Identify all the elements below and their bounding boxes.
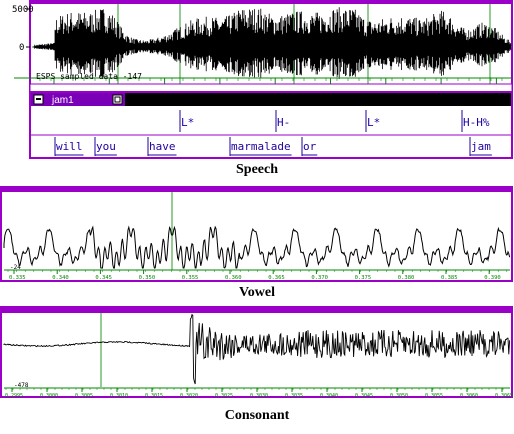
speech-waveform [33,7,512,79]
vowel-amp-label: -24 [10,264,21,271]
vowel-tick-label: 0.370 [311,275,328,281]
word-label[interactable]: marmalade [231,140,291,153]
tone-label[interactable]: H-H% [463,116,490,129]
vowel-tick-label: 0.340 [52,275,69,281]
consonant-tick-label: 0.3000 [40,393,58,399]
tone-label[interactable]: H- [277,116,290,129]
vowel-tick-label: 0.385 [441,275,458,281]
consonant-tick-label: 0.3010 [110,393,128,399]
speech-y-zero-label: 0 [19,43,24,53]
consonant-waveform [3,313,511,385]
consonant-tick-label: 0.3005 [75,393,93,399]
annotation-title-bar [31,93,125,106]
consonant-tick-label: 0.2995 [5,393,23,399]
vowel-tick-label: 0.355 [182,275,199,281]
vowel-tick-label: 0.375 [355,275,372,281]
consonant-caption: Consonant [224,408,290,423]
consonant-amp-label: -478 [14,382,29,389]
tone-label[interactable]: L* [181,116,194,129]
vowel-tick-label: 0.360 [225,275,242,281]
consonant-tick-label: 0.3055 [425,393,443,399]
consonant-frame [0,306,513,398]
speech-figure: 5000 0 0.801.001.201.401.601.802.002.202… [12,0,513,159]
vowel-tick-label: 0.335 [9,275,26,281]
word-label[interactable]: or [303,140,317,153]
vowel-tick-label: 0.365 [268,275,285,281]
vowel-tick-label: 0.390 [484,275,501,281]
word-label[interactable]: jam [471,140,491,153]
vowel-figure: 0.335 0.340 0.345 0.350 0.355 0.360 0.365 0.370… [0,186,513,282]
consonant-tick-label: 0.3065 [495,393,513,399]
consonant-tick-label: 0.3025 [215,393,233,399]
speech-y-top-label: 5000 [12,5,34,15]
consonant-tick-label: 0.3015 [145,393,163,399]
window-title: jam1 [51,95,74,106]
vowel-tick-label: 0.380 [398,275,415,281]
consonant-tick-label: 0.3040 [320,393,338,399]
tone-label[interactable]: L* [367,116,380,129]
word-label[interactable]: have [149,140,176,153]
word-label[interactable]: you [96,140,116,153]
vowel-waveform [3,225,511,269]
word-label[interactable]: will [56,140,83,153]
consonant-tick-label: 0.3035 [285,393,303,399]
consonant-tick-label: 0.3050 [390,393,408,399]
vowel-tick-label: 0.350 [139,275,156,281]
vowel-tick-label: 0.345 [95,275,112,281]
vowel-caption: Vowel [238,285,276,300]
consonant-tick-label: 0.3020 [180,393,198,399]
speech-caption: Speech [236,162,278,177]
consonant-tick-label: 0.3045 [355,393,373,399]
consonant-tick-label: 0.3060 [460,393,478,399]
consonant-figure: 0.2995 0.3000 0.3005 0.3010 0.3015 0.3020 0.30… [0,306,513,399]
speech-status: ESPS sampled data -147 [36,72,142,81]
consonant-tick-label: 0.3030 [250,393,268,399]
window-resize-icon[interactable] [112,94,123,105]
